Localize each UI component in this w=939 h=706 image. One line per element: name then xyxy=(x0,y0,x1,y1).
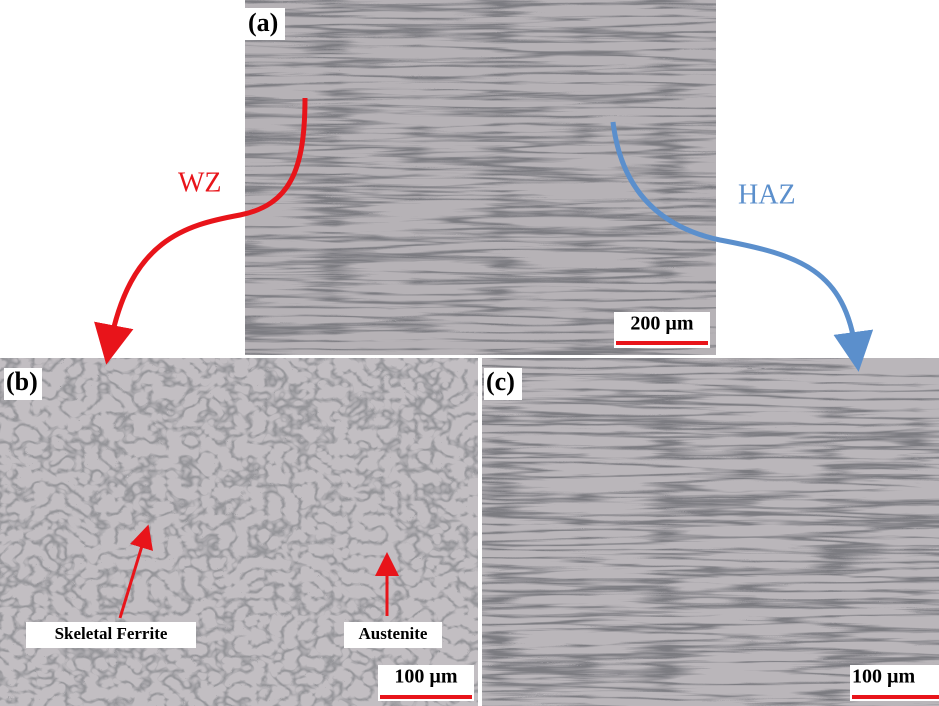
body: (a) 200 µm (b) Skeletal Ferrite Austenit… xyxy=(0,0,939,706)
scale-bar-label: 100 µm xyxy=(852,666,916,688)
micrograph-b-texture xyxy=(0,358,478,706)
annotation: Austenite xyxy=(359,624,428,643)
panel-label: (c) xyxy=(486,367,515,396)
scale-bar-label: 100 µm xyxy=(394,666,458,688)
zone-label: WZ xyxy=(178,167,222,198)
micrograph-c-texture xyxy=(482,358,939,706)
figure: (a) 200 µm (b) Skeletal Ferrite Austenit… xyxy=(0,0,939,706)
panel-label: (a) xyxy=(248,8,278,37)
scale-bar-label: 200 µm xyxy=(630,313,694,335)
panel-label: (b) xyxy=(6,367,38,396)
page: {"panels": [ {"label": "(a)", "scale_bar… xyxy=(0,0,939,706)
micrograph-a-texture xyxy=(245,0,716,355)
zone-label: HAZ xyxy=(738,179,796,210)
annotation: Skeletal Ferrite xyxy=(55,624,168,643)
